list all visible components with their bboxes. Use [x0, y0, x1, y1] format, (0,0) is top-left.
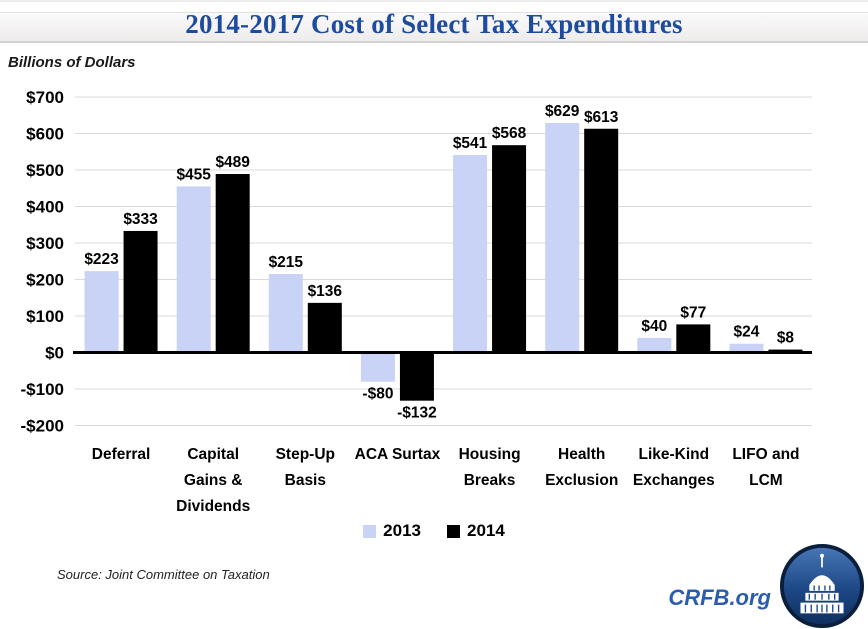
y-axis-units-label: Billions of Dollars [8, 54, 136, 71]
bar-2014-4 [492, 145, 527, 353]
legend-swatch-2013 [363, 524, 377, 538]
category-label-5: Health Exclusion [545, 446, 618, 489]
source-note: Source: Joint Committee on Taxation [57, 567, 270, 582]
category-label-0: Deferral [92, 446, 151, 463]
capitol-columns [804, 585, 840, 613]
y-tick-label: -$100 [21, 380, 64, 399]
value-label-2013-5: $629 [545, 103, 580, 120]
y-tick-label: $200 [26, 271, 64, 290]
category-label-3: ACA Surtax [355, 446, 441, 463]
value-label-2013-0: $223 [84, 251, 119, 268]
legend-label-2014: 2014 [467, 521, 505, 540]
bar-2013-1 [176, 186, 211, 353]
y-tick-label: $0 [45, 344, 64, 363]
bar-2013-2 [268, 274, 303, 353]
bar-2013-0 [84, 271, 119, 353]
bar-2013-5 [545, 122, 580, 353]
y-tick-label: $600 [26, 125, 64, 144]
legend-item-2013: 2013 [363, 521, 421, 541]
value-label-2013-3: -$80 [362, 386, 393, 403]
bar-chart: $700 $600 $500 $400 $300 $200 $100 $0 -$100 -$200… [21, 88, 812, 515]
y-tick-label: $400 [26, 198, 64, 217]
value-label-2014-1: $489 [215, 154, 250, 171]
value-label-2014-3: -$132 [397, 405, 437, 422]
bar-2014-2 [307, 302, 342, 353]
value-label-2014-4: $568 [492, 125, 527, 142]
bar-2014-0 [123, 230, 158, 353]
bar-2014-3 [399, 352, 434, 401]
page-title: 2014-2017 Cost of Select Tax Expenditure… [185, 9, 683, 39]
value-label-2013-7: $24 [734, 324, 760, 341]
brand-wordmark: CRFB.org [668, 585, 771, 610]
top-divider [0, 0, 868, 2]
category-label-4: Housing Breaks [459, 446, 521, 489]
y-tick-label: $700 [26, 88, 64, 107]
legend-swatch-2014 [447, 524, 460, 538]
category-label-1: Capital Gains & Dividends [176, 446, 250, 515]
legend-label-2013: 2013 [383, 521, 421, 540]
y-tick-label: $300 [26, 234, 64, 253]
bar-2014-6 [676, 324, 711, 353]
value-label-2013-2: $215 [269, 254, 304, 271]
chart-legend: 2013 2014 [0, 519, 868, 543]
y-tick-label: $100 [26, 307, 64, 326]
value-label-2014-7: $8 [777, 330, 795, 347]
category-label-6: Like-Kind Exchanges [633, 446, 715, 489]
bar-2014-1 [215, 174, 250, 353]
bar-2013-6 [637, 337, 672, 353]
value-label-2013-6: $40 [641, 318, 667, 335]
bar-2013-4 [453, 155, 488, 353]
value-label-2014-2: $136 [308, 283, 343, 300]
y-tick-label: -$200 [21, 417, 64, 436]
value-label-2014-6: $77 [680, 304, 706, 321]
title-band [0, 12, 868, 43]
legend-item-2014: 2014 [447, 521, 505, 541]
value-label-2013-4: $541 [453, 135, 488, 152]
value-label-2014-0: $333 [123, 211, 158, 228]
value-label-2014-5: $613 [584, 109, 619, 126]
category-label-2: Step-Up Basis [276, 446, 335, 489]
bar-2013-3 [360, 352, 395, 382]
bar-2014-5 [584, 128, 619, 353]
bar-2013-7 [729, 343, 764, 353]
category-label-7: LIFO and LCM [732, 446, 799, 489]
crfb-capitol-logo-icon [779, 543, 865, 629]
value-label-2013-1: $455 [176, 166, 211, 183]
y-tick-label: $500 [26, 161, 64, 180]
